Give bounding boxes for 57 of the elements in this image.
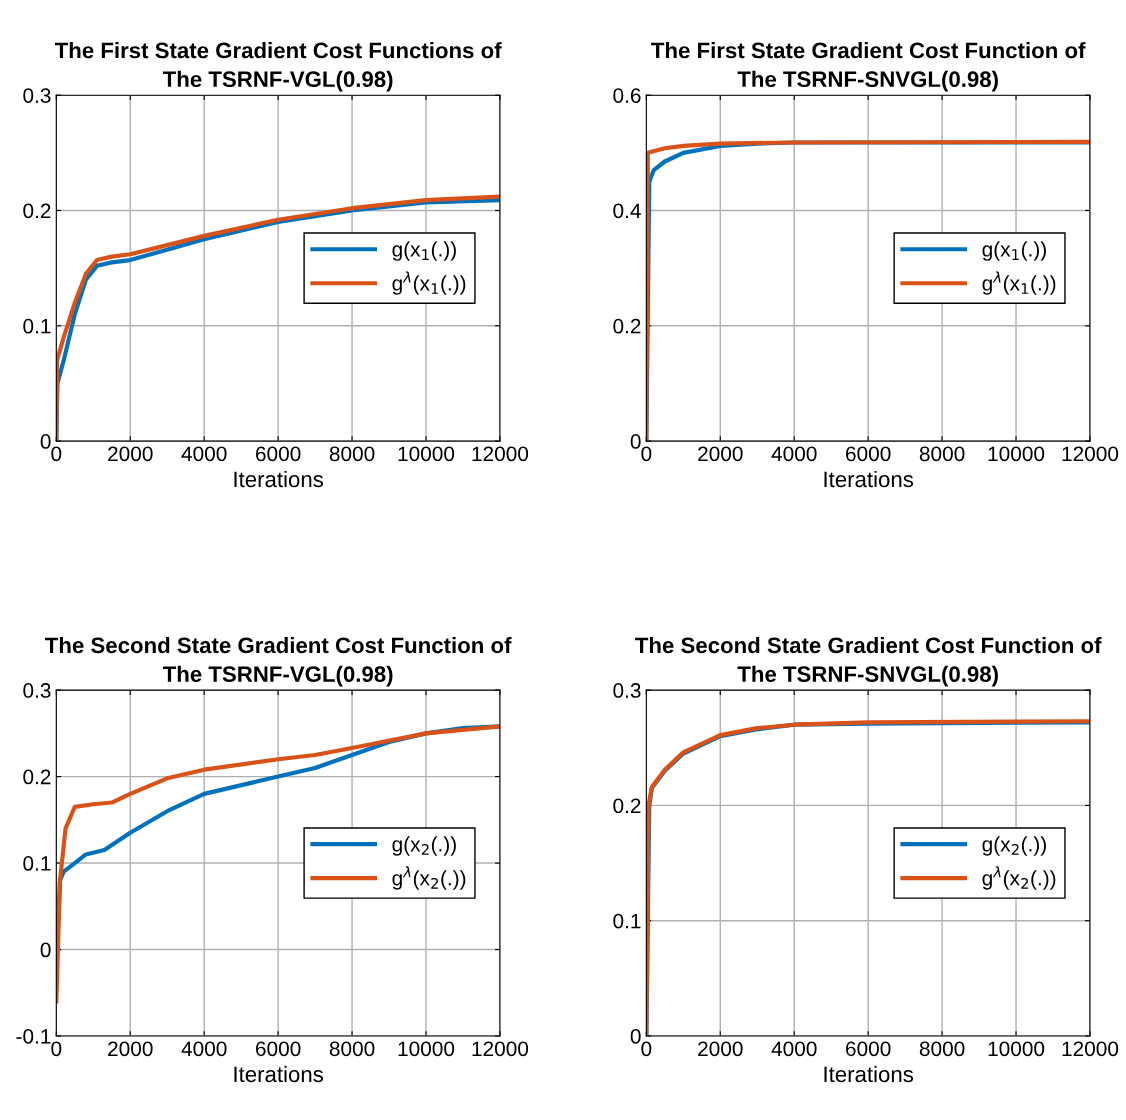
legend-label: g(x$_{1}$(.)) bbox=[392, 241, 456, 261]
x-axis-title: Iterations bbox=[234, 1065, 324, 1083]
x-tick-label: 2000 bbox=[108, 446, 153, 462]
x-tick-label: 0 bbox=[641, 1041, 652, 1057]
chart-title: The First State Gradient Cost Functions of The TSRNF-VGL(0.98) bbox=[54, 42, 502, 92]
x-tick-label: 12000 bbox=[1062, 1041, 1119, 1057]
x-tick-label: 0 bbox=[51, 1041, 62, 1057]
y-tick-label: 0 bbox=[40, 942, 51, 958]
x-tick-label: 0 bbox=[641, 446, 652, 462]
y-tick-label: 0.1 bbox=[613, 913, 641, 929]
y-tick-label: 0.2 bbox=[23, 769, 51, 785]
y-tick-label: 0.2 bbox=[23, 203, 51, 219]
x-tick-label: 10000 bbox=[988, 1041, 1045, 1057]
x-tick-label: 6000 bbox=[846, 1041, 891, 1057]
x-tick-label: 4000 bbox=[771, 1041, 817, 1057]
y-tick-label: -0.1 bbox=[16, 1029, 51, 1044]
x-axis-title: Iterations bbox=[824, 1065, 914, 1083]
x-tick-label: 12000 bbox=[1062, 446, 1119, 462]
x-tick-label: 2000 bbox=[108, 1041, 153, 1057]
y-tick-label: 0.6 bbox=[613, 88, 641, 103]
legend-label: g$^{λ}$(x$_{2}$(.)) bbox=[392, 866, 466, 890]
legend-label: g$^{λ}$(x$_{1}$(.)) bbox=[982, 271, 1056, 295]
x-tick-label: 6000 bbox=[256, 446, 301, 462]
x-tick-label: 10000 bbox=[398, 446, 455, 462]
x-tick-label: 12000 bbox=[472, 1041, 529, 1057]
x-tick-label: 8000 bbox=[329, 1041, 375, 1057]
y-tick-label: 0 bbox=[40, 434, 51, 449]
y-tick-label: 0.2 bbox=[613, 318, 641, 334]
legend-label: g$^{λ}$(x$_{1}$(.)) bbox=[392, 271, 466, 295]
chart-title: The First State Gradient Cost Function of The TSRNF-SNVGL(0.98) bbox=[651, 42, 1086, 92]
x-tick-label: 8000 bbox=[919, 446, 965, 462]
x-tick-label: 6000 bbox=[256, 1041, 301, 1057]
x-tick-label: 8000 bbox=[919, 1041, 965, 1057]
x-axis-title: Iterations bbox=[824, 470, 914, 488]
x-tick-label: 4000 bbox=[181, 1041, 227, 1057]
legend-label: g(x$_{2}$(.)) bbox=[392, 836, 456, 856]
y-tick-label: 0.4 bbox=[613, 203, 641, 219]
x-tick-label: 8000 bbox=[329, 446, 375, 462]
x-tick-label: 12000 bbox=[472, 446, 529, 462]
y-tick-label: 0.3 bbox=[23, 88, 51, 103]
y-tick-label: 0.2 bbox=[613, 798, 641, 814]
y-tick-label: 0 bbox=[630, 434, 641, 449]
x-tick-label: 10000 bbox=[398, 1041, 455, 1057]
x-tick-label: 2000 bbox=[698, 1041, 743, 1057]
y-tick-label: 0.1 bbox=[23, 856, 51, 871]
x-tick-label: 0 bbox=[51, 446, 62, 462]
x-tick-label: 4000 bbox=[771, 446, 817, 462]
y-tick-label: 0 bbox=[630, 1029, 641, 1044]
x-tick-label: 2000 bbox=[698, 446, 743, 462]
x-tick-label: 4000 bbox=[181, 446, 227, 462]
y-tick-label: 0.1 bbox=[23, 318, 51, 334]
x-tick-label: 10000 bbox=[988, 446, 1045, 462]
legend-label: g(x$_{2}$(.)) bbox=[982, 836, 1046, 856]
x-tick-label: 6000 bbox=[846, 446, 891, 462]
legend-label: g(x$_{1}$(.)) bbox=[982, 241, 1046, 261]
legend-label: g$^{λ}$(x$_{2}$(.)) bbox=[982, 866, 1056, 890]
x-axis-title: Iterations bbox=[234, 470, 324, 488]
